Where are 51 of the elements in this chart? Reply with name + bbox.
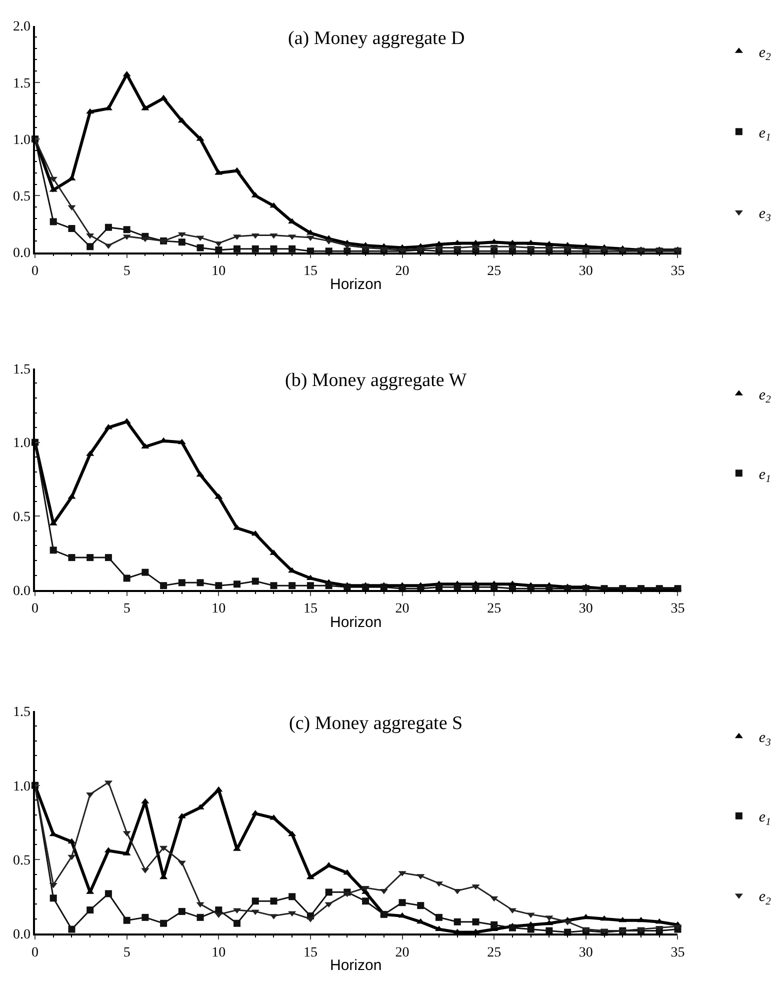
x-tick-label: 10 — [212, 264, 226, 279]
x-tick-label: 5 — [123, 945, 130, 960]
x-tick-label: 15 — [303, 602, 318, 617]
x-tick-label: 20 — [395, 264, 410, 279]
legend-label: e$_{2}$ — [758, 387, 772, 406]
y-tick-label: 1.5 — [12, 362, 30, 378]
x-tick-label: 0 — [32, 945, 38, 960]
y-tick-label: 1.5 — [12, 76, 30, 92]
y-tick-label: 0.0 — [12, 584, 30, 599]
y-tick-label: 1.0 — [12, 779, 30, 794]
x-axis-title: Horizon — [330, 276, 382, 293]
y-tick-label: 1.0 — [12, 436, 30, 452]
x-tick-label: 35 — [670, 264, 685, 279]
y-tick-label: 0.5 — [12, 190, 30, 205]
legend-label: e$_{3}$ — [758, 730, 771, 748]
x-tick-label: 0 — [32, 602, 38, 617]
chart-title: (a) Money aggregate D — [288, 28, 465, 49]
legend-label: e$_{2}$ — [758, 889, 772, 908]
x-axis-title: Horizon — [330, 614, 382, 631]
chart-title: (b) Money aggregate W — [285, 370, 467, 391]
x-tick-label: 25 — [487, 602, 502, 617]
x-tick-label: 10 — [212, 945, 226, 960]
x-tick-label: 5 — [123, 602, 130, 617]
x-axis-title: Horizon — [330, 957, 382, 974]
x-tick-label: 35 — [670, 945, 685, 960]
x-tick-label: 35 — [670, 602, 685, 617]
legend-label: e$_{1}$ — [758, 466, 771, 486]
x-tick-label: 5 — [123, 264, 130, 279]
y-tick-label: 2.0 — [12, 20, 30, 35]
legend-label: e$_{2}$ — [758, 44, 772, 64]
y-tick-label: 0.0 — [12, 928, 30, 943]
x-tick-label: 0 — [32, 264, 38, 279]
legend-label: e$_{3}$ — [758, 206, 771, 224]
x-tick-label: 15 — [303, 264, 318, 279]
y-tick-label: 1.5 — [12, 705, 30, 720]
y-tick-label: 1.0 — [12, 132, 30, 148]
x-tick-label: 10 — [212, 602, 226, 617]
x-tick-label: 25 — [487, 264, 502, 279]
legend-label: e$_{1}$ — [758, 810, 771, 828]
x-tick-label: 20 — [395, 602, 410, 617]
y-tick-label: 0.5 — [12, 853, 30, 868]
legend-label: e$_{1}$ — [758, 125, 771, 144]
y-tick-label: 0.5 — [12, 510, 30, 526]
x-tick-label: 20 — [395, 945, 410, 960]
y-tick-label: 0.0 — [12, 246, 30, 262]
x-tick-label: 15 — [303, 945, 318, 960]
x-tick-label: 30 — [578, 945, 593, 960]
x-tick-label: 25 — [487, 945, 502, 960]
x-tick-label: 30 — [578, 602, 593, 617]
chart-title: (c) Money aggregate S — [289, 713, 463, 734]
x-tick-label: 30 — [578, 264, 593, 279]
